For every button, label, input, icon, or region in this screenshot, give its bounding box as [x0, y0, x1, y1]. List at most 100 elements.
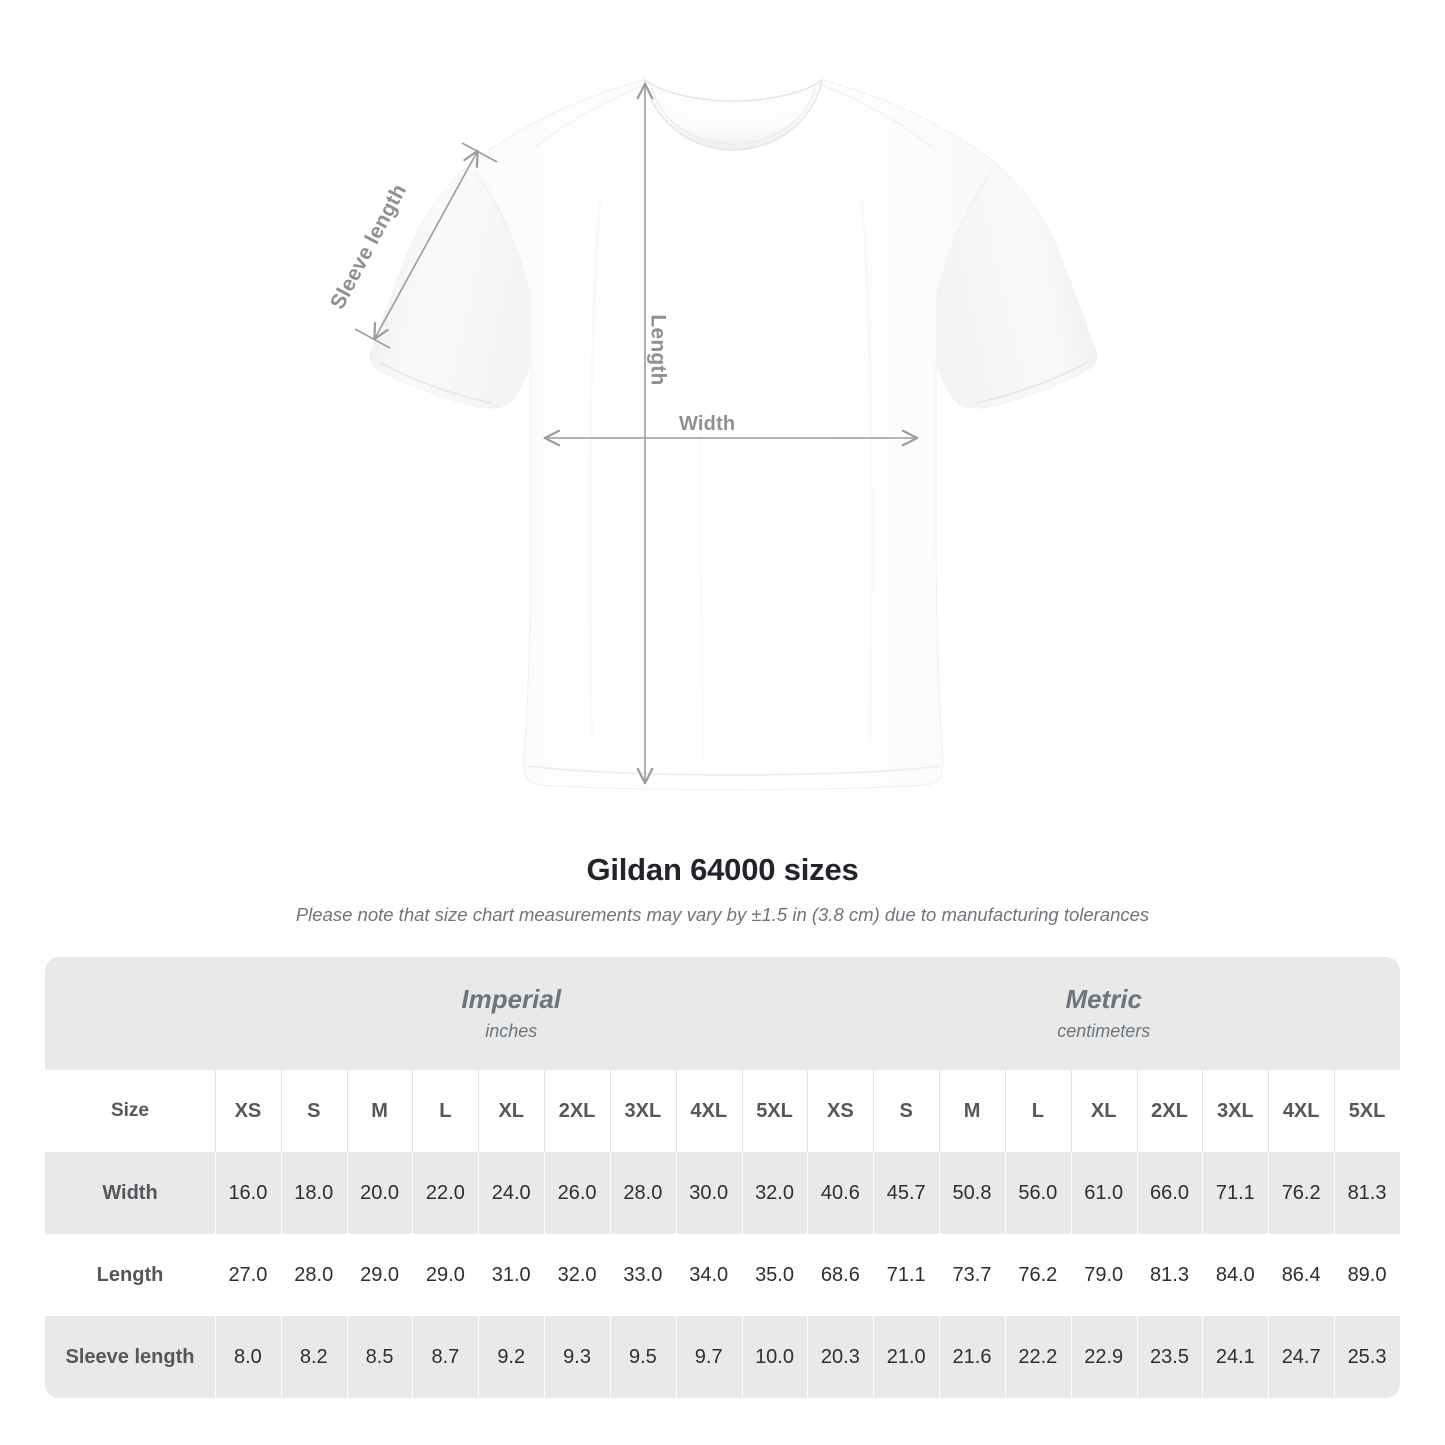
- size-column-header: S: [280, 1070, 347, 1152]
- table-cell: 73.7: [939, 1234, 1005, 1316]
- table-cell: 32.0: [741, 1152, 808, 1234]
- table-cell: 66.0: [1136, 1152, 1203, 1234]
- size-column-header: 5XL: [741, 1070, 808, 1152]
- table-row: Width 16.0 18.0 20.0 22.0 24.0 26.0 28.0 30.0 32.…: [45, 1152, 1400, 1234]
- size-column-header: 4XL: [1268, 1070, 1335, 1152]
- size-column-header: 4XL: [675, 1070, 742, 1152]
- unit-header-metric: Metric centimeters: [807, 957, 1400, 1070]
- table-cell: 86.4: [1268, 1234, 1335, 1316]
- size-column-header: M: [939, 1070, 1005, 1152]
- table-cell: 9.5: [609, 1316, 676, 1398]
- table-cell: 28.0: [609, 1152, 676, 1234]
- table-cell: 50.8: [939, 1152, 1005, 1234]
- table-cell: 34.0: [675, 1234, 742, 1316]
- table-cell: 35.0: [741, 1234, 808, 1316]
- table-cell: 25.3: [1334, 1316, 1400, 1398]
- table-cell: 24.1: [1202, 1316, 1269, 1398]
- size-header-row: Size XS S M L XL 2XL 3XL 4XL 5XL XS S M L XL 2XL 3XL 4XL 5…: [45, 1070, 1400, 1152]
- table-cell: 81.3: [1334, 1152, 1400, 1234]
- table-row: Length 27.0 28.0 29.0 29.0 31.0 32.0 33.0 34.0 35…: [45, 1234, 1400, 1316]
- table-cell: 56.0: [1004, 1152, 1071, 1234]
- width-label: Width: [679, 413, 736, 435]
- table-cell: 89.0: [1334, 1234, 1400, 1316]
- page-title: Gildan 64000 sizes: [586, 852, 859, 887]
- title-block: Gildan 64000 sizes Please note that size…: [0, 852, 1445, 926]
- table-cell: 20.3: [807, 1316, 874, 1398]
- table-cell: 31.0: [478, 1234, 545, 1316]
- table-cell: 81.3: [1136, 1234, 1203, 1316]
- table-cell: 9.3: [544, 1316, 610, 1398]
- length-label: Length: [646, 314, 670, 386]
- table-cell: 8.2: [280, 1316, 347, 1398]
- table-cell: 24.0: [478, 1152, 545, 1234]
- table-cell: 28.0: [280, 1234, 347, 1316]
- table-cell: 79.0: [1070, 1234, 1137, 1316]
- size-column-header: 3XL: [1202, 1070, 1269, 1152]
- sleeve-length-arrow: [373, 149, 479, 341]
- unit-row-spacer: [45, 957, 215, 1070]
- size-column-header: 2XL: [544, 1070, 610, 1152]
- table-cell: 21.0: [873, 1316, 940, 1398]
- table-cell: 29.0: [412, 1234, 479, 1316]
- table-cell: 22.9: [1070, 1316, 1137, 1398]
- table-cell: 10.0: [741, 1316, 808, 1398]
- table-cell: 27.0: [215, 1234, 281, 1316]
- table-row: Sleeve length 8.0 8.2 8.5 8.7 9.2 9.3 9.5 9.7 10.…: [45, 1316, 1400, 1398]
- table-cell: 9.2: [478, 1316, 545, 1398]
- table-cell: 84.0: [1202, 1234, 1269, 1316]
- table-cell: 16.0: [215, 1152, 281, 1234]
- table-cell: 45.7: [873, 1152, 940, 1234]
- size-column-header: 2XL: [1136, 1070, 1203, 1152]
- size-column-header: XL: [478, 1070, 545, 1152]
- size-header-label: Size: [45, 1070, 215, 1152]
- table-cell: 23.5: [1136, 1316, 1203, 1398]
- table-cell: 76.2: [1268, 1152, 1335, 1234]
- sleeve-cap-bottom: [354, 328, 391, 349]
- table-cell: 8.0: [215, 1316, 281, 1398]
- tshirt-diagram: Sleeve length Length Width: [326, 78, 1098, 790]
- table-cell: 26.0: [544, 1152, 610, 1234]
- unit-subtitle: inches: [485, 1020, 538, 1041]
- table-cell: 29.0: [346, 1234, 413, 1316]
- row-label-width: Width: [45, 1152, 215, 1234]
- table-cell: 40.6: [807, 1152, 874, 1234]
- size-column-header: XS: [807, 1070, 874, 1152]
- table-cell: 9.7: [675, 1316, 742, 1398]
- table-cell: 21.6: [939, 1316, 1005, 1398]
- size-column-header: L: [412, 1070, 479, 1152]
- table-cell: 8.7: [412, 1316, 479, 1398]
- size-column-header: S: [873, 1070, 940, 1152]
- unit-header-imperial: Imperial inches: [215, 957, 808, 1070]
- size-column-header: 5XL: [1334, 1070, 1400, 1152]
- table-cell: 33.0: [609, 1234, 676, 1316]
- table-cell: 30.0: [675, 1152, 742, 1234]
- table-cell: 61.0: [1070, 1152, 1137, 1234]
- table-cell: 20.0: [346, 1152, 413, 1234]
- size-column-header: M: [346, 1070, 413, 1152]
- table-cell: 68.6: [807, 1234, 874, 1316]
- measurement-annotations: [354, 82, 919, 785]
- tshirt-illustration: [354, 78, 1098, 790]
- table-cell: 76.2: [1004, 1234, 1071, 1316]
- table-cell: 8.5: [346, 1316, 413, 1398]
- size-column-header: XS: [215, 1070, 281, 1152]
- table-cell: 32.0: [544, 1234, 610, 1316]
- row-label-sleeve-length: Sleeve length: [45, 1316, 215, 1398]
- size-column-header: 3XL: [609, 1070, 676, 1152]
- size-column-header: L: [1004, 1070, 1071, 1152]
- size-chart-table-wrapper: Imperial inches Metric centimeters Size XS S M L…: [45, 957, 1400, 1398]
- unit-header-row: Imperial inches Metric centimeters: [45, 957, 1400, 1070]
- table-cell: 22.0: [412, 1152, 479, 1234]
- unit-name: Imperial: [461, 984, 562, 1015]
- table-cell: 71.1: [873, 1234, 940, 1316]
- sleeve-cap-top: [461, 142, 498, 163]
- size-chart-table: Imperial inches Metric centimeters Size XS S M L…: [45, 957, 1400, 1398]
- table-cell: 24.7: [1268, 1316, 1335, 1398]
- table-cell: 71.1: [1202, 1152, 1269, 1234]
- unit-name: Metric: [1065, 984, 1143, 1015]
- unit-subtitle: centimeters: [1057, 1020, 1151, 1041]
- table-cell: 22.2: [1004, 1316, 1071, 1398]
- page-subtitle: Please note that size chart measurements…: [295, 904, 1150, 925]
- table-cell: 18.0: [280, 1152, 347, 1234]
- row-label-length: Length: [45, 1234, 215, 1316]
